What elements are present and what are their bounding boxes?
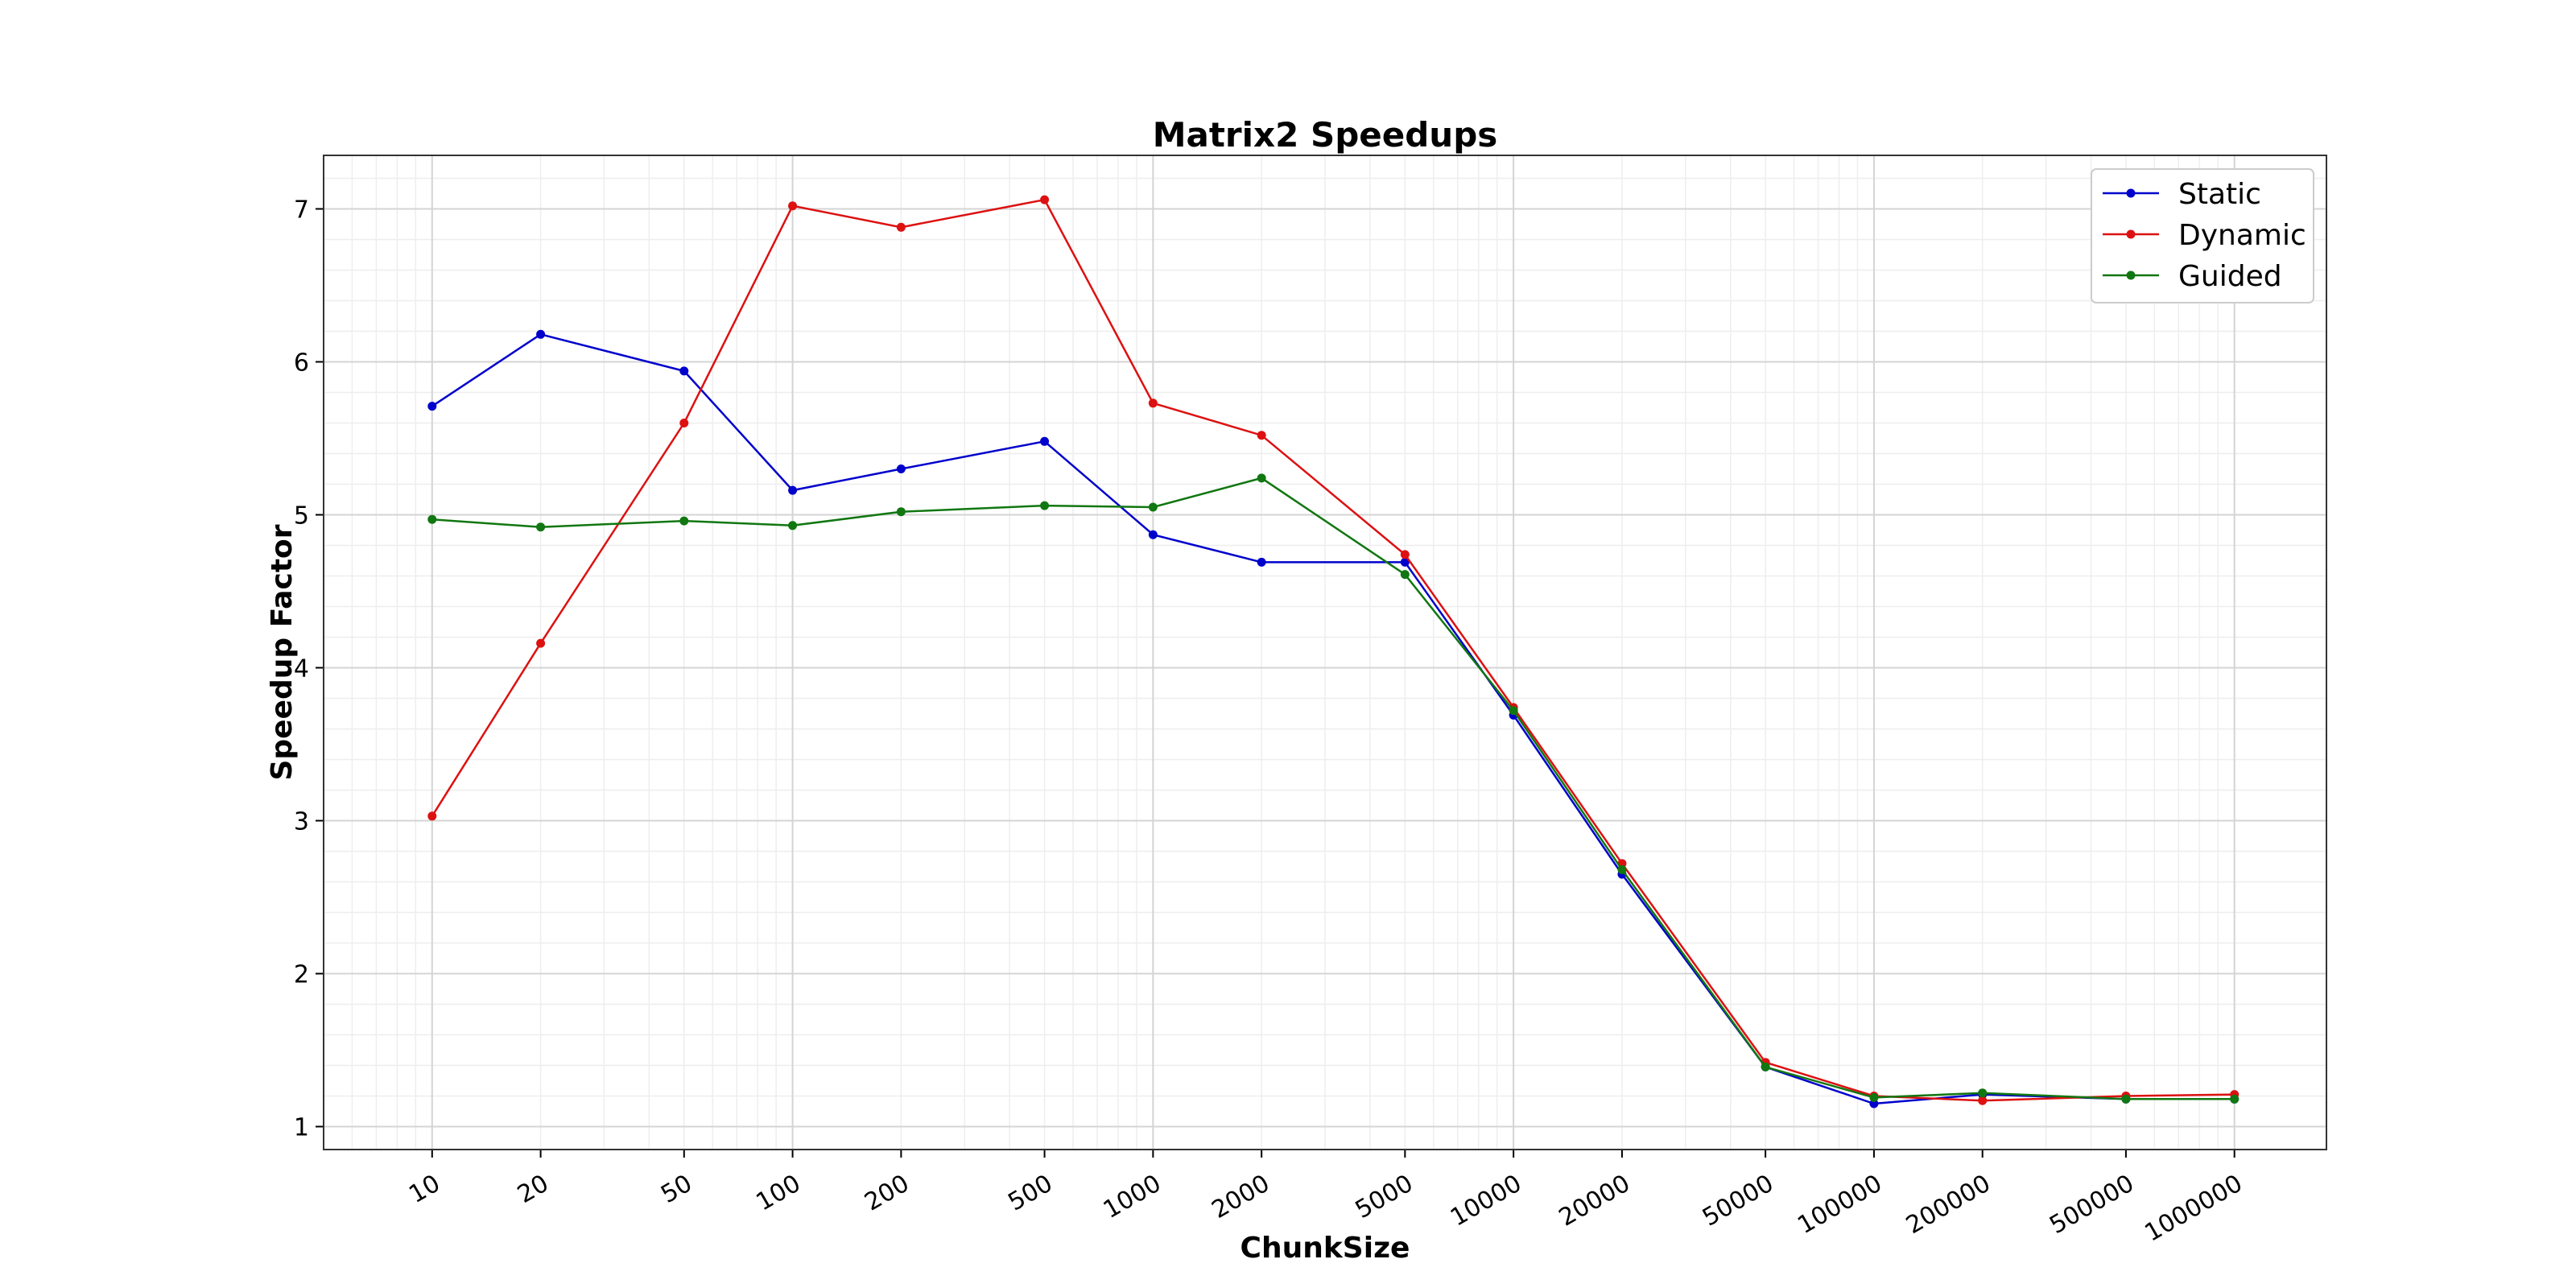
series-guided — [427, 473, 2240, 1104]
y-axis-label: Speedup Factor — [266, 524, 299, 780]
data-point — [1257, 557, 1266, 567]
series-dynamic — [427, 195, 2240, 1105]
legend-label: Static — [2178, 178, 2261, 211]
y-tick-label: 3 — [294, 808, 309, 836]
data-point — [427, 811, 437, 821]
data-point — [1400, 557, 1410, 567]
legend-marker — [2126, 229, 2136, 239]
data-point — [896, 464, 906, 473]
data-point — [536, 638, 546, 648]
data-point — [1400, 550, 1410, 559]
legend-label: Guided — [2178, 260, 2282, 293]
data-point — [1040, 195, 1050, 204]
data-point — [679, 366, 689, 376]
data-point — [679, 516, 689, 526]
series-line-dynamic — [431, 198, 2235, 1102]
data-point — [1257, 431, 1266, 440]
x-axis-label: ChunkSize — [1241, 1232, 1410, 1265]
y-tick-label: 4 — [294, 655, 309, 683]
y-tick-label: 2 — [294, 961, 309, 989]
data-point — [427, 402, 437, 411]
data-point — [1148, 530, 1158, 539]
y-tick-label: 7 — [294, 196, 309, 225]
data-point — [1869, 1092, 1879, 1102]
data-point — [1148, 502, 1158, 512]
data-point — [896, 507, 906, 517]
plot-frame — [323, 155, 2327, 1150]
data-point — [1509, 706, 1518, 716]
y-tick-label: 1 — [294, 1114, 309, 1142]
data-point — [1257, 473, 1266, 483]
chart-title: Matrix2 Speedups — [1153, 115, 1498, 155]
legend: Static Dynamic Guided — [2091, 168, 2314, 303]
data-point — [1148, 398, 1158, 408]
data-point — [536, 522, 546, 532]
data-point — [2230, 1094, 2240, 1104]
y-tick-label: 6 — [294, 349, 309, 378]
grid — [323, 155, 2326, 1150]
data-point — [1040, 501, 1050, 510]
data-point — [788, 521, 798, 530]
legend-item-dynamic: Dynamic — [2103, 219, 2306, 252]
data-point — [536, 329, 546, 339]
data-point — [788, 201, 798, 211]
data-point — [1400, 570, 1410, 580]
data-point — [1978, 1096, 1988, 1105]
data-point — [1617, 865, 1627, 874]
data-point — [2121, 1094, 2131, 1104]
series-group — [427, 195, 2240, 1108]
legend-box — [2091, 168, 2314, 303]
data-point — [1978, 1088, 1988, 1098]
legend-item-guided: Guided — [2103, 260, 2282, 293]
series-line-guided — [431, 477, 2235, 1100]
data-point — [788, 485, 798, 495]
legend-item-static: Static — [2103, 178, 2261, 211]
legend-marker — [2126, 188, 2136, 198]
data-point — [896, 222, 906, 232]
data-point — [427, 514, 437, 524]
legend-label: Dynamic — [2178, 219, 2306, 252]
data-point — [679, 419, 689, 427]
y-tick-label: 5 — [294, 502, 309, 530]
data-point — [1869, 1099, 1879, 1108]
data-point — [1761, 1062, 1770, 1071]
data-point — [1040, 436, 1050, 446]
legend-marker — [2126, 270, 2136, 280]
